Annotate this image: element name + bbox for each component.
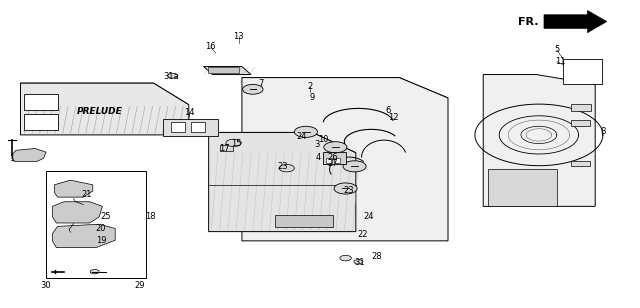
Text: 24: 24 (364, 212, 374, 221)
Bar (326, 158, 332, 163)
Text: 4: 4 (316, 153, 321, 162)
Text: 23: 23 (344, 186, 354, 196)
Text: 21: 21 (81, 190, 92, 199)
Text: 27: 27 (328, 159, 338, 168)
Text: 19: 19 (96, 236, 106, 245)
Text: 18: 18 (145, 212, 156, 221)
Polygon shape (483, 75, 595, 206)
Circle shape (226, 139, 241, 147)
Polygon shape (12, 148, 46, 161)
Text: 28: 28 (371, 252, 381, 261)
Polygon shape (209, 132, 356, 153)
Bar (334, 158, 340, 163)
Circle shape (334, 183, 357, 194)
Text: FR.: FR. (518, 17, 538, 26)
Bar (571, 120, 590, 126)
Text: 25: 25 (100, 212, 111, 221)
Text: 31a: 31a (164, 72, 179, 81)
Polygon shape (52, 224, 115, 248)
Bar (571, 161, 590, 166)
Circle shape (294, 126, 317, 137)
Bar (275, 215, 333, 227)
Polygon shape (20, 83, 189, 105)
Text: 3: 3 (314, 140, 319, 149)
Polygon shape (52, 202, 102, 223)
Text: 15: 15 (232, 139, 242, 148)
Text: 30: 30 (41, 281, 51, 290)
Polygon shape (488, 169, 557, 206)
Text: 26: 26 (328, 152, 338, 162)
Text: 31: 31 (355, 258, 365, 267)
Text: 12: 12 (388, 113, 398, 122)
Text: 13: 13 (234, 32, 244, 41)
Text: PRELUDE: PRELUDE (76, 107, 122, 116)
Text: 10: 10 (318, 135, 328, 144)
Circle shape (340, 255, 351, 261)
Circle shape (279, 164, 294, 172)
Text: 7: 7 (259, 79, 264, 88)
Circle shape (168, 73, 178, 78)
Circle shape (343, 161, 366, 172)
Text: 24: 24 (297, 132, 307, 141)
Circle shape (354, 260, 363, 264)
Text: 8: 8 (600, 127, 605, 136)
Polygon shape (242, 78, 448, 241)
Bar (24, 94, 58, 110)
Text: 22: 22 (358, 229, 368, 239)
Text: 2: 2 (307, 82, 312, 91)
Text: 17: 17 (220, 144, 230, 153)
Polygon shape (563, 59, 602, 84)
Text: 14: 14 (184, 107, 195, 117)
Bar (571, 104, 591, 111)
Bar (323, 152, 346, 164)
Bar (191, 122, 205, 132)
Text: 1: 1 (9, 154, 14, 163)
Circle shape (324, 142, 347, 153)
Polygon shape (163, 119, 218, 136)
Text: 11: 11 (556, 57, 566, 66)
Text: 5: 5 (554, 45, 559, 55)
Text: 16: 16 (205, 42, 216, 51)
Polygon shape (544, 10, 607, 33)
Polygon shape (46, 171, 146, 278)
Bar (24, 114, 58, 130)
Text: 20: 20 (96, 224, 106, 233)
Text: 29: 29 (134, 281, 145, 290)
Bar (208, 67, 239, 73)
Circle shape (90, 270, 99, 274)
Polygon shape (20, 83, 189, 135)
Polygon shape (54, 180, 93, 197)
Polygon shape (242, 78, 448, 98)
Circle shape (243, 84, 263, 94)
Polygon shape (209, 132, 356, 232)
Polygon shape (204, 67, 251, 75)
Text: 23: 23 (278, 162, 288, 171)
Bar (171, 122, 185, 132)
Bar (220, 145, 233, 151)
Text: 6: 6 (385, 106, 390, 116)
Text: 9: 9 (309, 93, 314, 103)
